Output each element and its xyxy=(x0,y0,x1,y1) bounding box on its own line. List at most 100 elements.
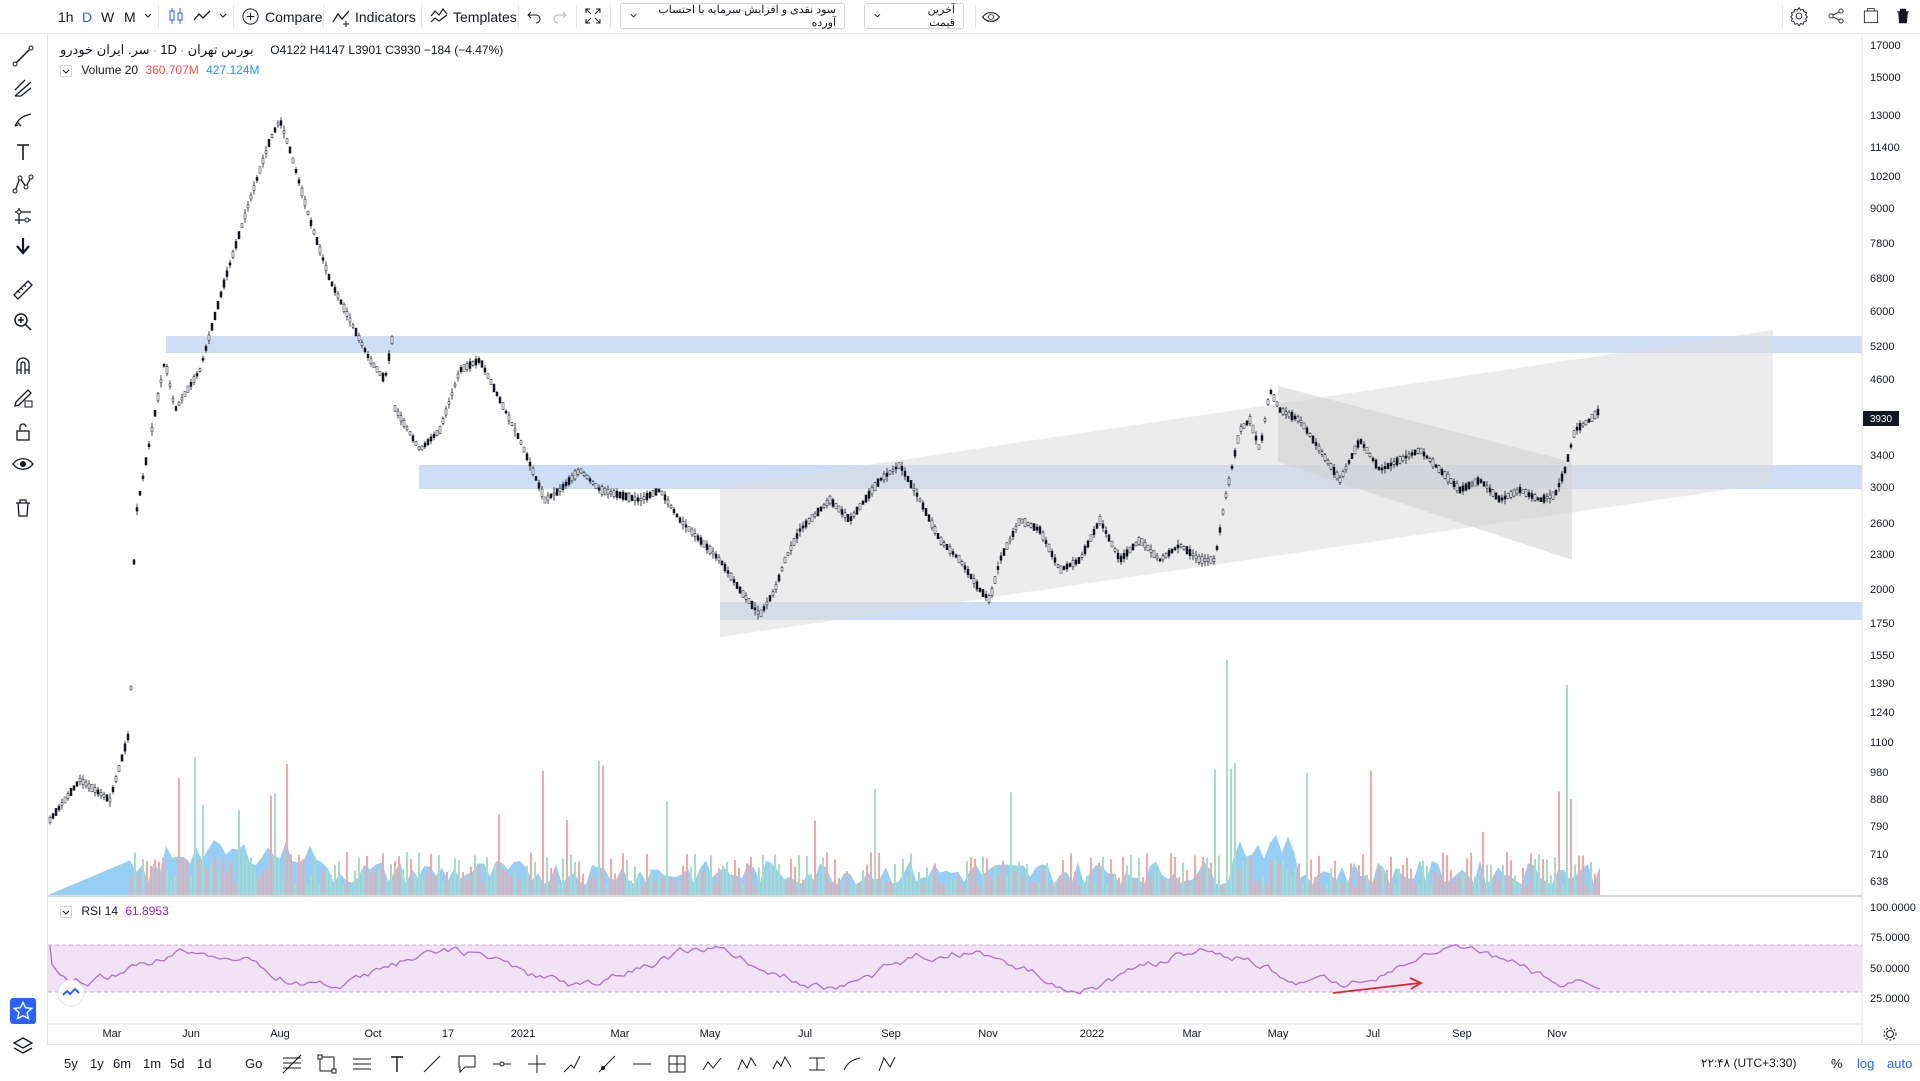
chevron-down-icon[interactable] xyxy=(218,11,228,21)
percent-scale-button[interactable]: % xyxy=(1831,1055,1843,1071)
range-1m[interactable]: 1m xyxy=(143,1055,162,1071)
divergence-arrow[interactable] xyxy=(1332,982,1421,994)
volume-legend[interactable]: Volume 20 360.707M 427.124M xyxy=(60,63,260,77)
range-5d[interactable]: 5d xyxy=(170,1055,185,1071)
drawing-tool-ranges-icon[interactable] xyxy=(805,1052,829,1076)
range-6m[interactable]: 6m xyxy=(113,1055,132,1071)
range-1y[interactable]: 1y xyxy=(90,1055,104,1071)
drawing-tool-elliott-icon[interactable] xyxy=(770,1052,794,1076)
candle-body xyxy=(1314,442,1318,446)
snapshot-icon[interactable] xyxy=(1861,6,1881,26)
drawing-tool-horizontal-ray-icon[interactable] xyxy=(490,1052,514,1076)
lock-drawing-icon[interactable] xyxy=(11,386,35,410)
trend-line-icon[interactable] xyxy=(11,44,35,68)
ascending-channel[interactable] xyxy=(720,330,1773,637)
drawing-tool-text-icon[interactable] xyxy=(385,1052,409,1076)
volume-bar xyxy=(1598,872,1600,895)
interval-1h[interactable]: 1h xyxy=(58,8,74,25)
drawing-tool-abcd-icon[interactable] xyxy=(700,1052,724,1076)
pitchfork-icon[interactable] xyxy=(11,76,35,100)
fullscreen-icon[interactable] xyxy=(584,7,602,25)
drawing-tool-ray-icon[interactable] xyxy=(595,1052,619,1076)
volume-bar xyxy=(426,873,428,895)
range-1d[interactable]: 1d xyxy=(197,1055,212,1071)
drawing-tool-horizontal-line-icon[interactable] xyxy=(630,1052,654,1076)
symbol-name[interactable]: سر. ایران خودرو xyxy=(60,42,150,57)
drawing-tool-callout-icon[interactable] xyxy=(455,1052,479,1076)
candle-body xyxy=(1293,415,1297,420)
dividends-adjust-dropdown[interactable]: سود نقدی و افزایش سرمایه با احتساب آورده xyxy=(620,3,845,29)
volume-value: 360.707M xyxy=(145,63,199,77)
rsi-legend[interactable]: RSI 14 61.8953 xyxy=(60,904,169,918)
price-tick: 7800 xyxy=(1870,238,1895,250)
resistance-zone-middle[interactable] xyxy=(419,465,1862,489)
zoom-icon[interactable] xyxy=(11,310,35,334)
resistance-zone-upper[interactable] xyxy=(166,336,1862,353)
interval-d[interactable]: D xyxy=(82,8,93,25)
candles-icon[interactable] xyxy=(166,6,186,26)
auto-scale-button[interactable]: auto xyxy=(1887,1055,1913,1071)
arrow-down-icon[interactable] xyxy=(11,234,35,258)
compare-button[interactable]: Compare xyxy=(265,8,323,25)
descending-channel[interactable] xyxy=(1278,386,1572,560)
time-axis-settings-icon[interactable] xyxy=(1883,1027,1897,1041)
drawing-tool-trendline-icon[interactable] xyxy=(420,1052,444,1076)
candle-body xyxy=(708,545,712,555)
timezone-clock[interactable]: ۲۲:۴۸ (UTC+3:30) xyxy=(1701,1056,1797,1070)
candle-body xyxy=(1347,460,1351,464)
prediction-icon[interactable] xyxy=(11,204,35,228)
chevron-down-icon[interactable] xyxy=(143,11,153,21)
layers-icon[interactable] xyxy=(11,1034,35,1058)
collapse-chevron-icon[interactable] xyxy=(60,905,72,918)
drawing-tool-grid-icon[interactable] xyxy=(665,1052,689,1076)
watchlist-star-button[interactable] xyxy=(10,998,36,1024)
line-chart-icon[interactable] xyxy=(192,6,212,26)
share-icon[interactable] xyxy=(1826,6,1846,26)
drawing-tool-path-icon[interactable] xyxy=(560,1052,584,1076)
volume-bar xyxy=(538,878,540,895)
magnet-icon[interactable] xyxy=(11,354,35,378)
drawing-tool-rectangle-icon[interactable] xyxy=(315,1052,339,1076)
drawing-tool-xabcd-icon[interactable] xyxy=(735,1052,759,1076)
drawing-tool-cross-icon[interactable] xyxy=(525,1052,549,1076)
redo-icon[interactable] xyxy=(552,8,568,24)
tradingview-logo[interactable] xyxy=(57,979,85,1007)
price-axis[interactable]: 17000 15000 13000 11400 10200 9000 7800 … xyxy=(1862,0,1920,1011)
indicators-icon[interactable] xyxy=(331,7,351,27)
trash-icon[interactable] xyxy=(1893,6,1913,26)
log-scale-button[interactable]: log xyxy=(1857,1055,1875,1071)
support-zone-lower[interactable] xyxy=(720,602,1862,620)
goto-button[interactable]: Go xyxy=(245,1055,263,1071)
symbol-legend[interactable]: سر. ایران خودرو · 1D · بورس تهران O4122 … xyxy=(60,42,504,57)
ruler-icon[interactable] xyxy=(11,278,35,302)
candle-body xyxy=(1161,555,1165,561)
unlock-icon[interactable] xyxy=(11,420,35,444)
pattern-icon[interactable] xyxy=(11,172,35,196)
text-icon[interactable] xyxy=(11,140,35,164)
candle-body xyxy=(72,785,76,791)
collapse-chevron-icon[interactable] xyxy=(60,64,72,77)
candle-body xyxy=(171,398,175,402)
volume-bar xyxy=(518,878,520,895)
drawing-tool-brush-icon[interactable] xyxy=(840,1052,864,1076)
drawing-tool-fib-icon[interactable] xyxy=(280,1052,304,1076)
indicators-button[interactable]: Indicators xyxy=(355,8,416,25)
candle-body xyxy=(927,514,931,522)
interval-w[interactable]: W xyxy=(101,8,115,25)
drawing-tool-channel-icon[interactable] xyxy=(350,1052,374,1076)
settings-gear-icon[interactable] xyxy=(1789,6,1809,26)
eye-icon[interactable] xyxy=(981,7,1001,27)
trash-icon[interactable] xyxy=(11,496,35,520)
brush-icon[interactable] xyxy=(11,108,35,132)
price-tick: 2000 xyxy=(1870,584,1895,596)
eye-icon[interactable] xyxy=(11,452,35,476)
templates-icon[interactable] xyxy=(429,6,449,26)
price-source-dropdown[interactable]: آخرین قیمت xyxy=(864,3,964,29)
compare-plus-icon[interactable] xyxy=(241,7,260,26)
drawing-tool-pattern-icon[interactable] xyxy=(875,1052,899,1076)
range-5y[interactable]: 5y xyxy=(64,1055,78,1071)
templates-button[interactable]: Templates xyxy=(453,8,517,25)
undo-icon[interactable] xyxy=(526,8,542,24)
interval-m[interactable]: M xyxy=(124,8,136,25)
